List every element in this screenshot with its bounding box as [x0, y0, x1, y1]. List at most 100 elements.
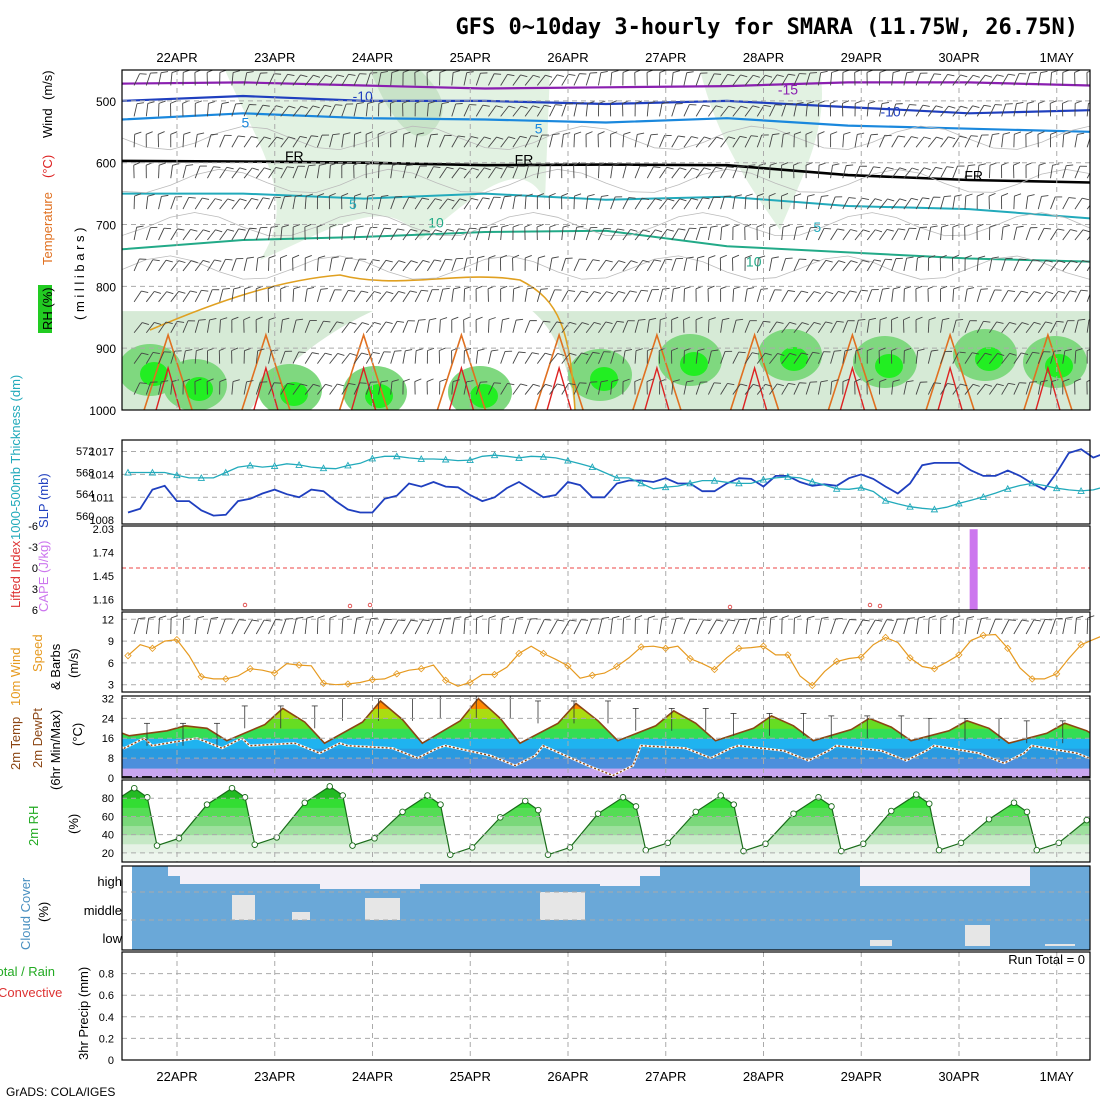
wind-barb-flag — [899, 167, 907, 171]
rh-marker — [251, 841, 258, 848]
rh-marker — [762, 840, 769, 848]
wind-barb-flag — [1021, 619, 1029, 622]
wind-barb-flag — [911, 136, 919, 139]
wind-barb-flag — [1074, 378, 1082, 382]
rh-marker — [566, 844, 574, 851]
wind-barb — [280, 227, 283, 241]
wind-barb-flag — [635, 348, 643, 352]
cape-tick: 2.03 — [93, 524, 114, 536]
wind-barb — [1013, 103, 1017, 117]
wind-barb-flag — [306, 615, 314, 619]
wind-barb-flag — [544, 352, 552, 356]
wind-barb-flag — [569, 321, 577, 325]
wind-barb — [243, 381, 248, 395]
wind-barb-flag — [870, 133, 878, 136]
wind-barb-flag — [251, 619, 259, 622]
wind-barb-flag — [581, 352, 589, 356]
wind-barb-flag — [825, 321, 833, 324]
wind-barb-flag — [410, 229, 418, 232]
wind-barb — [1062, 290, 1071, 303]
wind-barb-flag — [898, 228, 906, 231]
wind-barb-flag — [471, 136, 479, 139]
thickness-marker — [588, 463, 597, 471]
wind-barb-flag — [720, 254, 727, 259]
wind-barb — [549, 619, 558, 635]
wind-barb — [329, 134, 334, 148]
wind-barb-flag — [134, 131, 142, 135]
wind-barb — [854, 350, 857, 364]
wind-barb — [634, 197, 643, 210]
wind-barb-flag — [887, 198, 895, 202]
wind-barb — [365, 382, 371, 395]
wind-barb-flag — [942, 317, 950, 321]
wind-barb-flag — [836, 320, 844, 323]
wind-barb-flag — [972, 74, 980, 78]
wind-barb-flag — [655, 229, 663, 233]
wind-barb — [402, 320, 409, 333]
wind-barb — [549, 165, 551, 179]
wind-barb-flag — [679, 198, 687, 202]
wind-barb — [671, 103, 677, 117]
wind-barb — [622, 165, 627, 179]
wind-barb-flag — [807, 194, 815, 197]
slp-tick: 1011 — [90, 492, 114, 504]
wind-barb — [426, 289, 433, 302]
wind-barb — [500, 74, 508, 86]
wind-barb — [989, 618, 996, 635]
rh-blob-core — [780, 347, 808, 371]
wind-barb — [512, 74, 521, 86]
li-tick: -3 — [28, 542, 38, 554]
thickness-marker — [1028, 479, 1036, 487]
wind-barb — [1013, 258, 1020, 272]
wind-barb-flag — [708, 317, 716, 321]
wind-barb-flag — [262, 104, 270, 107]
precip-total-label: Total / Rain — [0, 964, 55, 979]
temperature-unit-label: (°C) — [40, 155, 55, 178]
wind-barb-flag — [789, 352, 797, 356]
temp-contour-red — [644, 365, 670, 410]
wind-barb-flag — [361, 290, 369, 294]
rh-color-band — [122, 816, 1090, 827]
wind-barb — [940, 196, 945, 210]
wind-barb — [1013, 227, 1018, 241]
wind-barb — [133, 382, 141, 395]
wind-barb — [133, 103, 138, 117]
wind-barb-flag — [536, 223, 544, 228]
wind-barb-flag — [661, 101, 669, 105]
wind-barb — [1074, 229, 1084, 241]
wind-barb — [427, 229, 436, 241]
wind-barb-flag — [691, 167, 699, 171]
wind-barb — [268, 619, 276, 635]
wind-barb — [940, 227, 943, 241]
wind-barb — [255, 167, 265, 179]
wind-barb — [317, 352, 326, 364]
wind-barb — [500, 383, 508, 395]
wind-barb — [365, 259, 374, 272]
wind-barb-flag — [747, 287, 755, 290]
wind-barb — [964, 618, 968, 635]
wind-barb — [1001, 322, 1010, 333]
wind-barb-flag — [868, 101, 876, 104]
wind-barb — [879, 135, 886, 148]
wind-barb — [133, 258, 140, 272]
wind-barb — [976, 384, 986, 395]
wind-barb — [439, 198, 448, 210]
wind-barb — [915, 227, 921, 241]
cloud-high-clear — [600, 866, 640, 886]
wind-barb-flag — [941, 224, 949, 228]
wind-barb — [561, 134, 564, 148]
wind-barb-flag — [904, 286, 912, 290]
wind-barb-flag — [977, 193, 984, 197]
wind-barb-flag — [879, 378, 887, 382]
wind-barb-flag — [805, 162, 813, 166]
wind-barb-flag — [695, 316, 703, 321]
wind-barb-flag — [556, 321, 564, 324]
wind-barb — [512, 136, 521, 148]
wind-barb-flag — [781, 162, 789, 166]
wind-barb-flag — [776, 383, 784, 387]
wind-barb-flag — [356, 225, 364, 228]
wind-barb-flag — [1045, 321, 1053, 324]
wind-barb — [964, 288, 968, 302]
wind-barb-flag — [220, 317, 228, 321]
rh-contour — [122, 168, 1090, 194]
